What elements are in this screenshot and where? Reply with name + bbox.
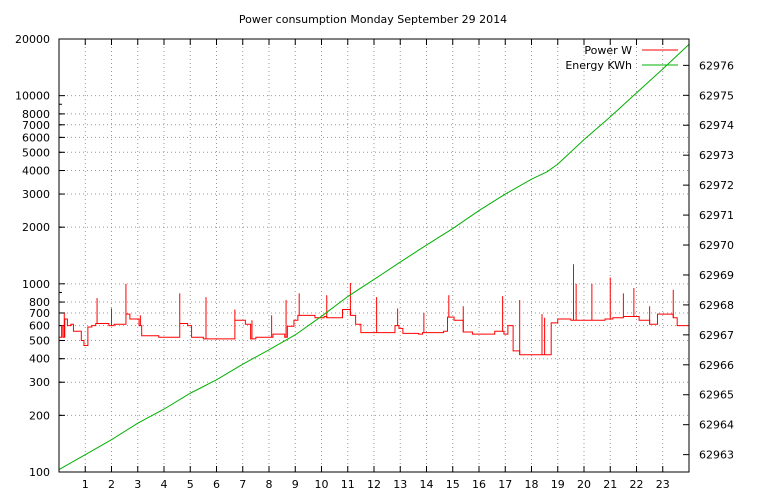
y-tick-label: 1000	[22, 278, 50, 291]
x-tick-label: 19	[551, 478, 565, 491]
x-tick-label: 6	[213, 478, 220, 491]
x-tick-label: 21	[603, 478, 617, 491]
y-tick-label: 600	[29, 320, 50, 333]
x-tick-label: 17	[498, 478, 512, 491]
y2-tick-label: 62971	[699, 209, 734, 222]
y2-tick-label: 62969	[699, 269, 734, 282]
x-tick-label: 16	[472, 478, 486, 491]
y2-tick-label: 62972	[699, 179, 734, 192]
y2-tick-label: 62966	[699, 359, 734, 372]
y-tick-label: 700	[29, 307, 50, 320]
grid-lines	[59, 39, 689, 472]
series-line-0	[59, 309, 690, 356]
y2-tick-label: 62965	[699, 389, 734, 402]
x-tick-label: 2	[108, 478, 115, 491]
x-tick-label: 13	[393, 478, 407, 491]
chart-title: Power consumption Monday September 29 20…	[239, 13, 507, 26]
x-tick-label: 8	[266, 478, 273, 491]
legend-label: Energy KWh	[565, 59, 632, 72]
y-tick-label: 6000	[22, 131, 50, 144]
y2-tick-label: 62976	[699, 59, 734, 72]
y2-tick-label: 62967	[699, 329, 734, 342]
y-tick-label: 8000	[22, 108, 50, 121]
x-tick-label: 1	[82, 478, 89, 491]
y2-tick-label: 62963	[699, 449, 734, 462]
y-tick-label: 10000	[15, 90, 50, 103]
x-tick-label: 18	[525, 478, 539, 491]
data-series	[58, 44, 690, 471]
plot-frame	[58, 38, 690, 473]
x-tick-label: 5	[187, 478, 194, 491]
x-tick-label: 22	[630, 478, 644, 491]
y-tick-label: 300	[29, 376, 50, 389]
y-tick-label: 500	[29, 334, 50, 347]
x-tick-label: 9	[292, 478, 299, 491]
x-tick-label: 10	[315, 478, 329, 491]
y2-tick-label: 62968	[699, 299, 734, 312]
x-tick-label: 7	[239, 478, 246, 491]
y2-tick-label: 62970	[699, 239, 734, 252]
y-tick-label: 400	[29, 353, 50, 366]
x-tick-label: 12	[367, 478, 381, 491]
y-tick-label: 800	[29, 296, 50, 309]
y-tick-label: 3000	[22, 188, 50, 201]
y-tick-label: 7000	[22, 119, 50, 132]
y-tick-label: 200	[29, 409, 50, 422]
y-tick-label: 4000	[22, 165, 50, 178]
y-tick-label: 5000	[22, 146, 50, 159]
y2-tick-label: 62974	[699, 119, 734, 132]
x-tick-label: 15	[446, 478, 460, 491]
legend-label: Power W	[584, 44, 632, 57]
x-tick-label: 11	[341, 478, 355, 491]
x-tick-label: 3	[134, 478, 141, 491]
x-tick-label: 14	[420, 478, 434, 491]
x-tick-label: 20	[577, 478, 591, 491]
y2-tick-label: 62975	[699, 89, 734, 102]
y2-tick-label: 62973	[699, 149, 734, 162]
x-tick-label: 4	[161, 478, 168, 491]
series-line-1	[58, 44, 690, 471]
y-tick-label: 20000	[15, 33, 50, 46]
axis-ticks: 1 2 3 4 5 6 7 8 9 10 11 12 13 14 15 16 17 18 19 20 21 22 23100…	[15, 33, 734, 491]
legend: Power W Energy KWh	[565, 44, 678, 72]
y2-tick-label: 62964	[699, 419, 734, 432]
y-tick-label: 2000	[22, 221, 50, 234]
x-tick-label: 23	[656, 478, 670, 491]
y-tick-label: 100	[29, 466, 50, 479]
